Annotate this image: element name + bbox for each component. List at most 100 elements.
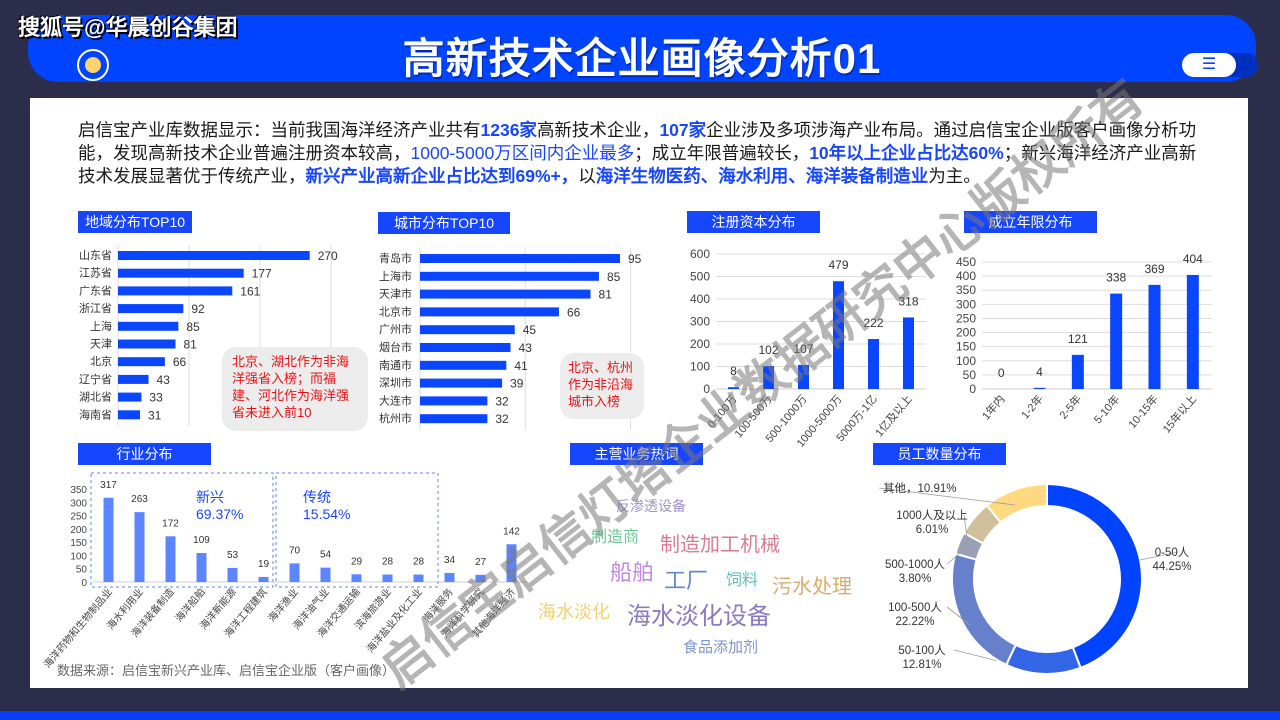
- value-label: 263: [131, 494, 148, 505]
- logo-dot: [85, 57, 101, 73]
- value-label: 66: [567, 305, 581, 319]
- bar: [763, 366, 774, 389]
- y-tick-label: 150: [70, 538, 87, 549]
- bar: [506, 544, 517, 582]
- menu-icon[interactable]: ☰: [1182, 53, 1236, 77]
- value-label: 85: [186, 320, 200, 334]
- x-tick-label: 5-10年: [1091, 392, 1123, 426]
- traditional-label: 传统: [303, 489, 331, 505]
- y-tick-label: 100: [956, 354, 976, 368]
- x-tick-label: 10-15年: [1125, 392, 1161, 431]
- bar: [420, 396, 488, 406]
- paragraph-text: 以: [578, 166, 596, 186]
- value-label: 27: [475, 557, 487, 568]
- bar: [118, 304, 184, 314]
- leader-line: [946, 552, 961, 565]
- bar: [118, 374, 149, 384]
- paragraph-highlight: 1000-5000万区间内企业最多: [410, 143, 635, 163]
- keyword: 船舶: [610, 560, 655, 585]
- category-label: 深圳市: [379, 376, 412, 390]
- paragraph-highlight: 1236家: [480, 120, 537, 140]
- bar: [103, 497, 114, 582]
- bar: [165, 536, 176, 582]
- paragraph-text: 启信宝产业库数据显示：当前我国海洋经济产业共有: [78, 120, 481, 140]
- y-tick-label: 100: [690, 360, 710, 374]
- slice-label: 1000人及以上: [896, 509, 968, 522]
- bar: [420, 360, 507, 370]
- bar: [798, 364, 809, 389]
- paragraph-text: 企业涉及多项涉海产业布局。通过启信宝企业版客户画像分析功能，发现高新技术企业普遍…: [78, 120, 1197, 163]
- value-label: 161: [240, 284, 260, 298]
- y-tick-label: 300: [956, 297, 976, 311]
- value-label: 338: [1106, 271, 1126, 285]
- bar: [118, 268, 244, 278]
- y-tick-label: 500: [690, 270, 710, 284]
- value-label: 53: [227, 550, 239, 561]
- donut-slice: [951, 552, 1018, 667]
- value-label: 70: [289, 545, 301, 556]
- value-label: 54: [320, 550, 332, 561]
- value-label: 43: [519, 341, 533, 355]
- donut-slice: [985, 482, 1048, 524]
- leader-line: [1139, 551, 1179, 561]
- y-tick-label: 0: [81, 578, 87, 589]
- city-note-bubble: 北京、杭州作为非沿海城市入榜: [560, 353, 644, 419]
- bar: [1186, 274, 1199, 389]
- bar: [420, 307, 559, 317]
- bar: [351, 574, 362, 582]
- x-tick-label: 1年内: [979, 392, 1008, 423]
- bar: [903, 317, 914, 389]
- region-note-bubble: 北京、湖北作为非海洋强省入榜；而福建、河北作为海洋强省未进入前10: [222, 347, 368, 431]
- bar: [118, 357, 165, 367]
- section-capital: 注册资本分布: [687, 211, 820, 233]
- y-tick-label: 0: [703, 382, 710, 396]
- paragraph-highlight: 新兴产业高新企业占比达到69%+，: [305, 166, 579, 186]
- slice-label: 500-1000人: [885, 558, 946, 571]
- category-label: 湖北省: [79, 391, 112, 404]
- value-label: 33: [149, 391, 163, 405]
- menu-toggle[interactable]: ☰: [1182, 53, 1258, 77]
- y-tick-label: 350: [70, 485, 87, 496]
- y-tick-label: 300: [690, 315, 710, 329]
- slice-value: 12.81%: [902, 659, 941, 671]
- value-label: 29: [351, 556, 363, 567]
- emerging-group-box: [90, 472, 274, 588]
- category-label: 上海: [90, 319, 112, 333]
- value-label: 404: [1183, 252, 1203, 266]
- y-tick-label: 150: [956, 340, 976, 354]
- paragraph-text: 高新技术企业，: [536, 120, 660, 140]
- bar: [420, 271, 599, 281]
- keyword: 制造商: [591, 529, 640, 546]
- paragraph-highlight: 107家: [659, 120, 707, 140]
- value-label: 92: [191, 302, 205, 316]
- slice-label: 0-50人: [1155, 546, 1190, 559]
- slice-value: 22.22%: [895, 616, 934, 628]
- brand-watermark: 搜狐号@华晨创谷集团: [18, 15, 238, 40]
- x-tick-label: 海洋盐业及化工业: [363, 586, 424, 656]
- bar: [118, 410, 141, 420]
- y-tick-label: 400: [956, 269, 976, 283]
- section-keywords: 主营业务热词: [570, 443, 703, 465]
- emerging-pct: 69.37%: [196, 506, 244, 522]
- keyword: 饲料: [726, 572, 759, 589]
- category-label: 上海市: [379, 269, 412, 283]
- y-tick-label: 200: [690, 337, 710, 351]
- value-label: 172: [162, 518, 179, 529]
- x-tick-label: 0-100万: [705, 393, 739, 431]
- bar: [1110, 293, 1123, 389]
- value-label: 32: [495, 394, 509, 408]
- page-title: 高新技术企业画像分析01: [402, 35, 882, 82]
- category-label: 江苏省: [79, 267, 112, 280]
- value-label: 85: [607, 270, 621, 284]
- donut-slice: [1046, 482, 1143, 670]
- value-label: 19: [258, 559, 270, 570]
- category-label: 青岛市: [379, 251, 412, 265]
- logo-icon: [77, 49, 109, 81]
- bar: [1148, 284, 1161, 389]
- x-tick-label: 1亿及以上: [873, 393, 915, 440]
- bar: [134, 512, 145, 582]
- value-label: 479: [828, 258, 848, 272]
- x-tick-label: 海洋药物和生物制品业: [41, 586, 115, 671]
- slice-label: 100-500人: [888, 601, 942, 614]
- bar: [289, 563, 300, 582]
